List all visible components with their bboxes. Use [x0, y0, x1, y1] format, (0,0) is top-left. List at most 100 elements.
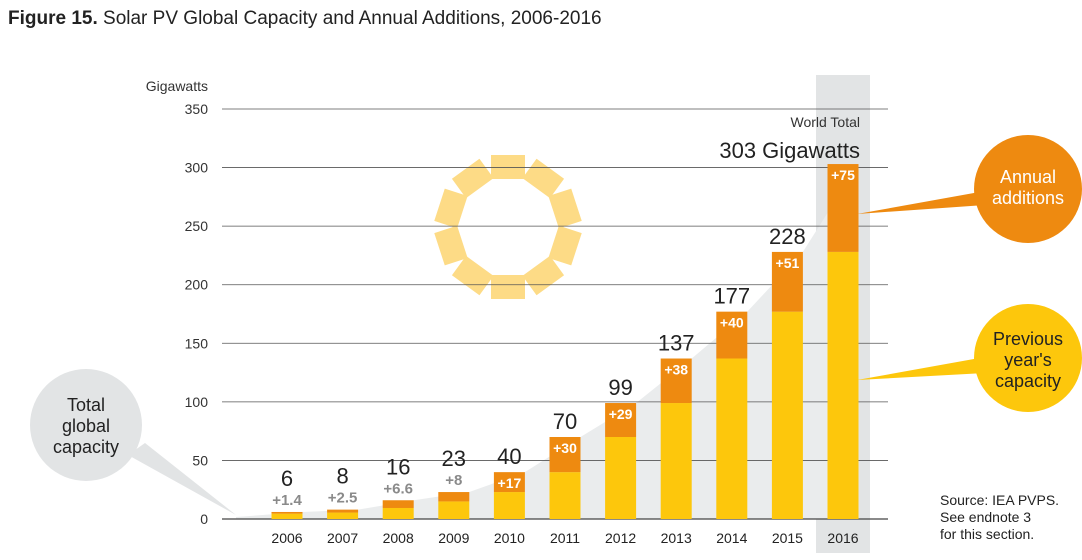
bar-annual-addition [549, 437, 581, 473]
addition-label: +29 [609, 406, 633, 422]
sun-ray [434, 188, 468, 229]
annual-additions-label-2: additions [992, 188, 1064, 208]
total-label: 177 [713, 284, 750, 309]
x-tick-label: 2014 [716, 530, 747, 546]
total-label: 99 [608, 375, 632, 400]
sun-ray [491, 155, 525, 179]
bar-previous-capacity [660, 403, 692, 519]
figure-label: Figure 15. [8, 8, 98, 29]
bar-annual-addition [493, 472, 525, 493]
bar-previous-capacity [493, 492, 525, 519]
y-tick-label: 150 [185, 335, 209, 351]
sun-icon [434, 155, 582, 299]
world-total-value: 303 Gigawatts [719, 138, 860, 163]
y-tick-label: 50 [192, 452, 208, 468]
sun-ray [548, 225, 582, 266]
bar-annual-addition [716, 311, 748, 359]
x-tick-label: 2015 [772, 530, 803, 546]
total-capacity-bubble [30, 369, 142, 481]
y-tick-label: 100 [185, 394, 209, 410]
sun-ray [522, 255, 565, 296]
total-label: 137 [658, 331, 695, 356]
bar-previous-capacity [605, 437, 637, 519]
bar-previous-capacity [549, 472, 581, 519]
x-tick-label: 2009 [438, 530, 469, 546]
previous-capacity-bubble [974, 304, 1082, 412]
figure-title-text: Solar PV Global Capacity and Annual Addi… [103, 8, 602, 29]
source-line-2: See endnote 3 [940, 509, 1032, 525]
addition-label: +51 [776, 255, 800, 271]
figure-title: Figure 15. Solar PV Global Capacity and … [8, 8, 602, 30]
y-tick-label: 350 [185, 101, 209, 117]
addition-label: +8 [445, 472, 462, 489]
sun-ray [451, 158, 494, 199]
x-tick-label: 2010 [494, 530, 525, 546]
bar-previous-capacity [438, 501, 470, 519]
total-label: 8 [336, 464, 348, 489]
bar-previous-capacity [827, 251, 859, 519]
bar-previous-capacity [716, 358, 748, 519]
bar-previous-capacity [771, 311, 803, 519]
sun-ray [434, 225, 468, 266]
x-tick-label: 2011 [550, 530, 580, 546]
x-tick-label: 2007 [327, 530, 358, 546]
total-capacity-label-1: Total [67, 395, 105, 415]
x-tick-label: 2006 [271, 530, 302, 546]
addition-label: +1.4 [272, 492, 302, 509]
addition-label: +6.6 [383, 480, 413, 497]
bars [271, 164, 859, 519]
total-label: 6 [281, 466, 293, 491]
labels: 0 50 100 150 200 250 300 350 Gigawatts 2006 +1.46 2… [146, 78, 860, 546]
bar-annual-addition [382, 500, 414, 508]
previous-capacity-label-3: capacity [995, 371, 1061, 391]
addition-label: +75 [831, 167, 855, 183]
y-axis-label: Gigawatts [146, 78, 208, 94]
bar-previous-capacity [327, 512, 359, 519]
source-line-1: Source: IEA PVPS. [940, 492, 1060, 508]
previous-capacity-pointer [857, 357, 985, 380]
bar-previous-capacity [382, 507, 414, 519]
source-line-3: for this section. [940, 526, 1035, 542]
addition-label: +30 [553, 440, 577, 456]
total-label: 70 [553, 409, 577, 434]
annual-additions-pointer [857, 191, 985, 214]
annual-additions-label-1: Annual [1000, 167, 1056, 187]
sun-ray [522, 158, 565, 199]
total-label: 16 [386, 454, 410, 479]
sun-ray [451, 255, 494, 296]
capacity-growth-area [236, 164, 859, 520]
y-tick-label: 0 [200, 511, 208, 527]
total-capacity-pointer [128, 443, 236, 515]
y-tick-label: 250 [185, 218, 209, 234]
x-tick-label: 2013 [661, 530, 692, 546]
addition-label: +2.5 [328, 490, 358, 507]
x-tick-label: 2012 [605, 530, 636, 546]
total-label: 40 [497, 444, 521, 469]
bar-annual-addition [660, 358, 692, 404]
total-label: 23 [442, 446, 466, 471]
addition-label: +40 [720, 315, 744, 331]
bar-annual-addition [327, 509, 359, 513]
bar-annual-addition [771, 251, 803, 312]
bar-annual-addition [271, 511, 303, 514]
callouts: AnnualadditionsPreviousyear'scapacityTot… [30, 135, 1082, 515]
x-tick-label: 2008 [383, 530, 414, 546]
total-capacity-label-3: capacity [53, 437, 119, 457]
source-note: Source: IEA PVPS. See endnote 3 for this… [940, 492, 1080, 543]
total-capacity-label-2: global [62, 416, 110, 436]
bar-previous-capacity [271, 513, 303, 519]
bar-annual-addition [438, 492, 470, 502]
total-label: 228 [769, 224, 806, 249]
bar-annual-addition [605, 403, 637, 437]
x-tick-label: 2016 [827, 530, 858, 546]
addition-label: +38 [664, 362, 688, 378]
bar-annual-addition [827, 164, 859, 252]
previous-capacity-label-1: Previous [993, 329, 1063, 349]
sun-ray [548, 188, 582, 229]
y-tick-label: 300 [185, 160, 209, 176]
sun-ray [491, 275, 525, 299]
annual-additions-bubble [974, 135, 1082, 243]
world-total-label: World Total [790, 114, 860, 130]
addition-label: +17 [498, 475, 522, 491]
